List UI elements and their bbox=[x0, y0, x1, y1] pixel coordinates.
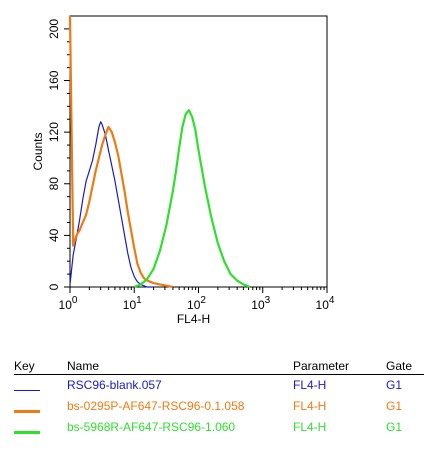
y-tick-label: 80 bbox=[47, 177, 61, 191]
series-line-1 bbox=[69, 121, 154, 288]
y-tick-label: 200 bbox=[47, 19, 61, 39]
legend-name: bs-0295P-AF647-RSC96-0.1.058 bbox=[67, 399, 245, 413]
x-tick-label: 103 bbox=[251, 295, 270, 312]
x-axis-title: FL4-H bbox=[177, 312, 210, 326]
legend-row: RSC96-blank.057 FL4-H G1 bbox=[14, 375, 424, 396]
series-line-3 bbox=[133, 109, 251, 289]
x-tick-label: 100 bbox=[59, 295, 78, 312]
legend-swatch bbox=[14, 431, 40, 434]
x-tick-label: 101 bbox=[123, 295, 142, 312]
legend-row: bs-5968R-AF647-RSC96-1.060 FL4-H G1 bbox=[14, 417, 424, 438]
legend-name: bs-5968R-AF647-RSC96-1.060 bbox=[67, 420, 236, 434]
legend-gate: G1 bbox=[386, 399, 403, 413]
legend-parameter: FL4-H bbox=[293, 378, 327, 392]
legend-row: bs-0295P-AF647-RSC96-0.1.058 FL4-H G1 bbox=[14, 396, 424, 417]
legend-parameter: FL4-H bbox=[293, 420, 327, 434]
legend-header-gate: Gate bbox=[386, 359, 413, 373]
legend-swatch bbox=[14, 390, 40, 391]
series-line-2 bbox=[68, 15, 174, 289]
legend-gate: G1 bbox=[386, 420, 403, 434]
y-tick-label: 40 bbox=[47, 228, 61, 242]
y-tick-label: 160 bbox=[47, 70, 61, 90]
y-tick-label: 0 bbox=[47, 283, 61, 290]
legend-table: Key Name Parameter Gate RSC96-blank.057 … bbox=[14, 358, 424, 438]
legend-name: RSC96-blank.057 bbox=[67, 378, 162, 392]
histogram-chart: 0 40 80 120 160 200 Counts 100 101 102 103 104 FL4-H bbox=[31, 15, 335, 326]
legend-parameter: FL4-H bbox=[293, 399, 327, 413]
legend-header-key: Key bbox=[14, 359, 35, 373]
legend-header-parameter: Parameter bbox=[293, 359, 350, 373]
x-tick-label: 102 bbox=[187, 295, 206, 312]
legend-header-row: Key Name Parameter Gate bbox=[14, 358, 424, 375]
x-tick-label: 104 bbox=[316, 295, 335, 312]
legend-swatch bbox=[14, 410, 40, 413]
y-tick-label: 120 bbox=[47, 122, 61, 142]
legend-gate: G1 bbox=[386, 378, 403, 392]
legend-header-name: Name bbox=[67, 359, 100, 373]
y-axis-title: Counts bbox=[31, 132, 45, 170]
